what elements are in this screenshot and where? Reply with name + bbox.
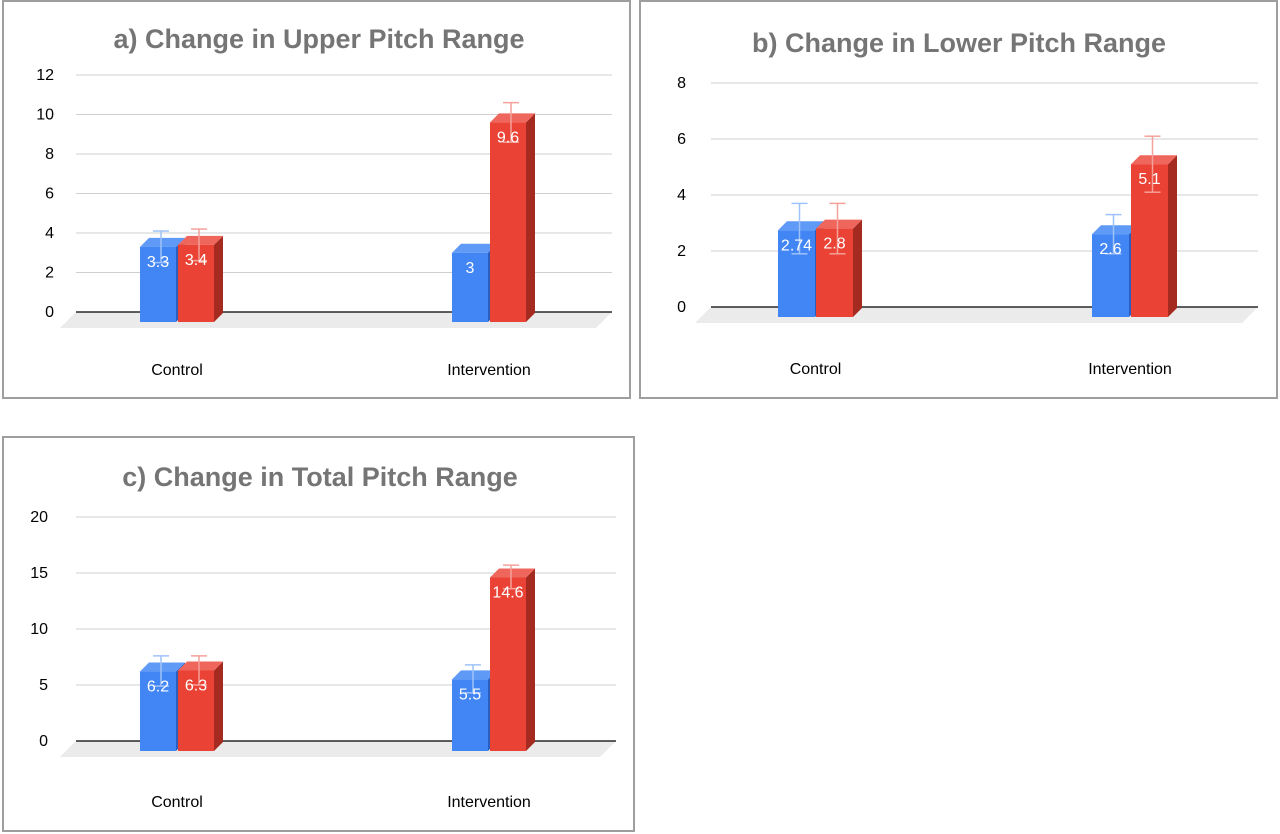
category-label: Intervention [447,362,531,379]
data-label: 5.1 [1138,171,1160,188]
chart-title: a) Change in Upper Pitch Range [113,24,524,54]
data-label: 2.6 [1099,241,1121,258]
chart-c: c) Change in Total Pitch Range 0 5 10 15 20 Co… [30,462,616,811]
y-tick-label: 4 [677,187,686,204]
bar-front [452,679,488,751]
y-tick-label: 10 [36,107,54,124]
y-tick-label: 15 [30,565,48,582]
bar-top [1131,155,1177,165]
bar-front [778,230,815,317]
chart-title: c) Change in Total Pitch Range [122,462,518,492]
bar-top [452,243,497,253]
data-label: 6.2 [147,679,169,696]
bar-top [778,221,824,231]
y-tick-label: 10 [30,621,48,638]
bar-front [1131,164,1168,317]
bar-side [853,219,862,317]
bar-series2-intervention: 5.1 [1131,135,1177,317]
chart-b: b) Change in Lower Pitch Range 0 2 4 6 8 Contr… [677,28,1258,378]
bar-front [178,244,214,322]
bar-front [816,228,853,317]
y-tick-label: 8 [45,146,54,163]
category-label: Control [790,361,842,378]
y-tick-label: 6 [45,186,54,203]
data-label: 3.3 [147,254,169,271]
bar-front [140,671,176,751]
data-label: 3.4 [185,252,207,269]
bar-series2-control: 3.4 [178,228,223,322]
category-label: Intervention [447,794,531,811]
bar-top [816,219,862,229]
data-label: 3 [466,260,475,277]
bar-series2-intervention: 14.6 [490,564,535,751]
bar-side [526,113,535,323]
y-tick-label: 0 [39,733,48,750]
data-label: 5.5 [459,686,481,703]
bar-series2-control: 6.3 [178,655,223,751]
bar-top [1092,225,1138,235]
bar-top [452,670,497,680]
bar-front [452,252,488,322]
bar-series2-intervention: 9.6 [490,101,535,323]
y-tick-label: 2 [45,265,54,282]
bar-side [1168,155,1177,317]
chart-panel-a: a) Change in Upper Pitch Range 0 2 4 6 8 10 12 C… [2,0,631,399]
bar-front [490,577,526,751]
bar-top [140,237,185,247]
bar-top [490,568,535,578]
y-tick-label: 12 [36,67,54,84]
bar-side [526,568,535,751]
bar-top [140,662,185,672]
bar-side [214,661,223,751]
data-label: 2.74 [781,237,812,254]
category-label: Intervention [1088,361,1172,378]
category-label: Control [151,362,203,379]
data-label: 9.6 [497,129,519,146]
y-tick-label: 6 [677,131,686,148]
bar-side [214,235,223,322]
bar-front [140,246,176,322]
chart-title: b) Change in Lower Pitch Range [752,28,1166,58]
bar-top [178,235,223,245]
chart-panel-c: c) Change in Total Pitch Range 0 5 10 15 20 Co… [2,436,635,832]
y-tick-label: 4 [45,225,54,242]
bar-top [178,661,223,671]
y-tick-label: 5 [39,677,48,694]
data-label: 6.3 [185,677,207,694]
bar-front [490,122,526,323]
bar-top [490,113,535,123]
bar-front [1092,234,1129,317]
y-tick-label: 20 [30,509,48,526]
y-tick-label: 2 [677,243,686,260]
category-label: Control [151,794,203,811]
bar-series2-control: 2.8 [816,202,862,317]
y-tick-label: 0 [45,304,54,321]
y-tick-label: 0 [677,299,686,316]
chart-panel-b: b) Change in Lower Pitch Range 0 2 4 6 8 Contr… [639,0,1278,399]
data-label: 14.6 [492,584,523,601]
chart-a: a) Change in Upper Pitch Range 0 2 4 6 8 10 12 C… [36,24,612,379]
bar-front [178,670,214,751]
y-tick-label: 8 [677,75,686,92]
data-label: 2.8 [823,236,845,253]
